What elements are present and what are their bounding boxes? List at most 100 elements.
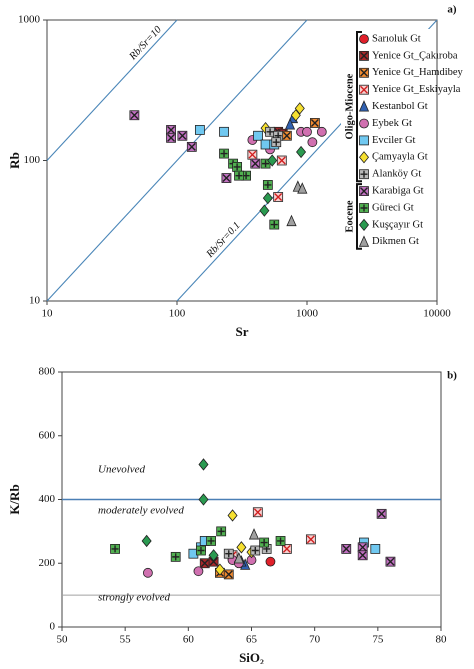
- marker-cross: [360, 68, 368, 77]
- marker-cross: [282, 544, 291, 553]
- legend-label: Yenice Gt_Çakıroba: [372, 50, 458, 61]
- marker-cross: [342, 544, 351, 553]
- marker-cross: [167, 125, 176, 134]
- legend-label: Kestanbol Gt: [372, 101, 428, 112]
- marker-cross: [130, 111, 139, 120]
- marker: [214, 563, 225, 576]
- marker: [234, 170, 244, 181]
- marker: [223, 548, 234, 559]
- marker-shape: [253, 130, 263, 141]
- marker-cross: [277, 156, 286, 165]
- marker-shape: [307, 137, 318, 148]
- marker-cross: [251, 547, 259, 554]
- legend-label: Yenice Gt_Hamdibey: [372, 67, 464, 78]
- y-axis-label: Rb: [7, 152, 22, 169]
- marker: [141, 534, 152, 548]
- marker-cross: [360, 85, 368, 94]
- marker: [271, 137, 282, 148]
- marker-shape: [265, 556, 276, 567]
- marker: [129, 110, 140, 121]
- legend-marker: [359, 51, 369, 61]
- marker-cross: [248, 150, 257, 159]
- marker-cross: [222, 174, 231, 183]
- y-tick-label: 0: [50, 621, 56, 633]
- marker-cross: [262, 160, 270, 168]
- marker: [199, 558, 210, 569]
- marker-shape: [296, 145, 307, 159]
- marker-shape: [259, 204, 270, 217]
- marker: [294, 102, 305, 115]
- marker: [307, 137, 318, 148]
- marker-shape: [260, 139, 271, 150]
- panel-label: b): [447, 370, 457, 382]
- marker-cross: [197, 547, 205, 554]
- marker: [284, 118, 296, 130]
- legend-marker: [359, 135, 369, 146]
- marker-cross: [260, 539, 268, 547]
- legend-bracket: [356, 183, 362, 250]
- legend-label: Evciler Gt: [372, 135, 416, 146]
- marker-cross: [220, 150, 228, 158]
- marker-shape: [233, 551, 244, 564]
- marker-cross: [172, 553, 180, 561]
- x-tick-label: 50: [57, 634, 69, 646]
- legend-group-label: Oligo-Miocene: [344, 73, 355, 139]
- x-tick-label: 60: [183, 634, 195, 646]
- legend-marker: [359, 169, 369, 180]
- marker: [261, 544, 272, 554]
- x-tick-label: 75: [372, 634, 384, 646]
- marker: [143, 567, 153, 578]
- marker-shape: [194, 125, 205, 135]
- y-axis-label: K/Rb: [7, 484, 22, 514]
- legend-label: Alanköy Gt: [372, 169, 421, 180]
- marker: [302, 126, 312, 137]
- y-tick-label: 10: [29, 295, 41, 307]
- marker-shape: [141, 534, 152, 548]
- legend-bracket: [356, 31, 362, 183]
- marker-shape: [302, 126, 312, 137]
- annotation: moderately evolved: [98, 505, 184, 517]
- marker-shape: [214, 563, 225, 576]
- marker-shape: [248, 528, 260, 540]
- marker: [233, 551, 244, 564]
- marker-cross: [224, 570, 233, 579]
- marker-cross: [358, 551, 367, 560]
- marker: [276, 155, 287, 166]
- marker: [206, 536, 216, 546]
- marker: [316, 126, 327, 137]
- marker-cross: [310, 118, 319, 127]
- marker-cross: [377, 509, 386, 518]
- marker: [221, 173, 232, 183]
- marker-cross: [277, 537, 285, 545]
- marker: [250, 545, 261, 556]
- marker: [223, 569, 234, 580]
- x-tick-label: 10000: [423, 308, 451, 320]
- marker-cross: [187, 142, 196, 151]
- marker: [198, 493, 209, 506]
- marker-cross: [200, 559, 209, 568]
- marker: [376, 508, 387, 519]
- marker: [370, 544, 381, 554]
- marker: [281, 130, 292, 141]
- marker-cross: [360, 51, 368, 60]
- marker: [232, 162, 243, 172]
- marker: [309, 118, 320, 128]
- marker-cross: [253, 508, 262, 517]
- marker-shape: [227, 509, 238, 522]
- marker-cross: [360, 204, 368, 212]
- marker-cross: [225, 550, 233, 558]
- panel-label: a): [447, 4, 457, 16]
- marker: [262, 180, 273, 190]
- marker-shape: [286, 214, 297, 227]
- x-axis-label: SiO₂: [239, 650, 264, 664]
- marker: [259, 537, 270, 548]
- marker-shape: [358, 100, 370, 112]
- marker: [198, 458, 209, 471]
- legend-label: Dikmen Gt: [372, 236, 419, 247]
- marker: [260, 139, 271, 150]
- legend-marker: [359, 84, 369, 95]
- legend-marker: [359, 67, 369, 78]
- marker-shape: [284, 118, 296, 130]
- marker: [193, 566, 204, 577]
